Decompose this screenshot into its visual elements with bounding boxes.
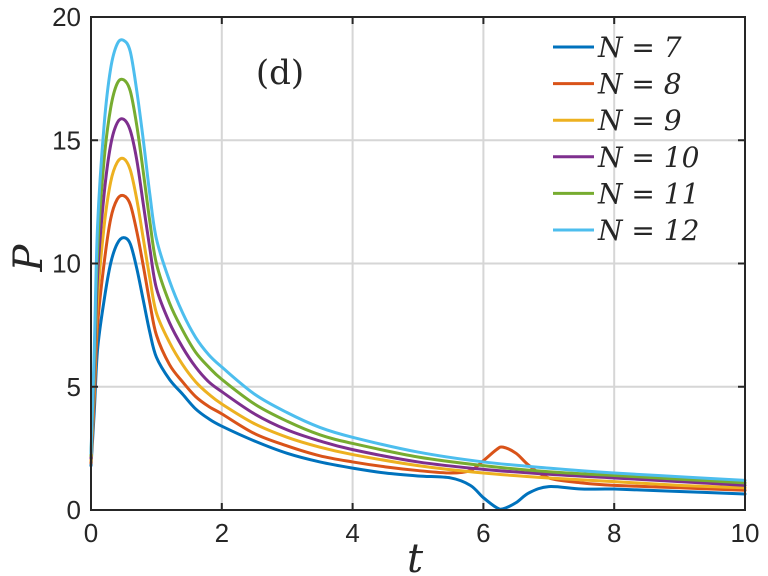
panel-label: (d) [256,53,304,93]
series-lines [89,38,747,511]
y-tick-labels: 0 5 10 15 20 [52,2,81,525]
axis-ticks [90,16,746,511]
legend-label-2: N = 8 [597,68,682,101]
x-axis-title: t [407,536,424,576]
series-line-2 [89,193,747,492]
grid [91,17,745,510]
x-tick-label: 0 [84,518,98,548]
y-tick-label: 5 [67,372,81,402]
x-tick-label: 2 [215,518,229,548]
legend-label-6: N = 12 [597,214,699,247]
x-tick-labels: 0 2 4 6 8 10 [84,518,760,548]
y-tick-label: 0 [67,495,81,525]
series-line-3 [89,156,747,490]
legend: N = 7 N = 8N = 9 N = 10N = 11 N = 12 [553,31,699,247]
x-tick-label: 6 [476,518,490,548]
y-axis-title: P [6,243,52,272]
legend-label-1: N = 7 [597,31,682,64]
y-tick-label: 10 [52,249,81,279]
legend-label-5: N = 11 [597,177,699,210]
legend-label-3: N = 9 [597,104,682,137]
y-tick-label: 15 [52,125,81,155]
x-tick-label: 4 [345,518,359,548]
x-tick-label: 10 [731,518,760,548]
series-line-4 [89,117,747,487]
legend-label-4: N = 10 [597,141,699,174]
series-line-1 [89,236,747,511]
series-line-5 [89,77,747,485]
x-tick-label: 8 [607,518,621,548]
series-line-6 [89,38,747,482]
y-tick-label: 20 [52,2,81,32]
